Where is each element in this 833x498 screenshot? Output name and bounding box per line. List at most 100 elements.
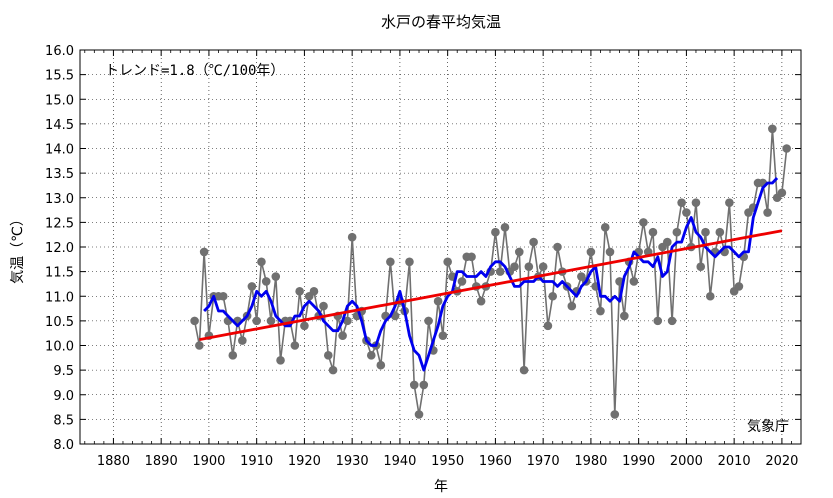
annual-point: [768, 124, 777, 134]
x-tick-label: 1900: [192, 454, 225, 469]
annual-point: [519, 365, 529, 375]
annual-point: [247, 282, 257, 291]
y-tick-label: 14.0: [45, 143, 74, 158]
annual-point: [663, 237, 672, 247]
annual-point: [218, 291, 228, 301]
annual-point: [323, 351, 333, 360]
y-tick-label: 11.5: [45, 266, 74, 281]
annual-point: [725, 198, 734, 207]
annual-point: [600, 223, 610, 232]
x-tick-label: 1990: [622, 454, 655, 469]
annual-point: [639, 218, 648, 227]
y-tick-label: 10.5: [45, 315, 74, 330]
moving-average-line: [203, 177, 779, 372]
annual-point: [419, 380, 429, 390]
y-tick-label: 11.0: [45, 290, 74, 305]
annual-point: [777, 188, 787, 198]
annual-point: [495, 267, 505, 276]
annual-point: [763, 208, 772, 217]
annual-point: [252, 316, 261, 326]
trend-line: [199, 229, 783, 341]
x-axis-label: 年: [434, 479, 448, 495]
annual-point: [319, 301, 328, 311]
annual-point: [610, 410, 620, 419]
x-tick-label: 2000: [670, 454, 703, 469]
annual-point: [190, 316, 199, 326]
annual-point: [467, 252, 476, 262]
x-tick-label: 1880: [97, 454, 130, 469]
annual-point: [691, 198, 701, 207]
annual-point: [653, 316, 663, 326]
annual-point: [543, 321, 553, 331]
credit-label: 気象庁: [747, 419, 789, 435]
x-tick-label: 1980: [574, 454, 607, 469]
y-tick-labels: 8.0 8.5 9.0 9.5 10.0 10.5 11.0 11.5 12.0 12.5 13.0…: [45, 44, 74, 453]
annual-point: [596, 306, 605, 316]
annual-point: [629, 277, 639, 286]
annual-point: [529, 237, 538, 247]
trend-label: トレンド=1.8（℃/100年）: [105, 63, 284, 79]
x-tick-label: 1930: [336, 454, 369, 469]
annual-point: [672, 227, 682, 237]
series-trend: [199, 229, 783, 341]
y-tick-label: 9.5: [53, 364, 74, 379]
annual-point: [548, 291, 558, 301]
annual-point: [347, 232, 357, 242]
annual-point: [667, 316, 677, 326]
annual-point: [295, 287, 304, 296]
annual-point: [261, 277, 271, 286]
y-tick-label: 8.5: [53, 413, 74, 428]
x-tick-label: 1970: [527, 454, 560, 469]
x-tick-label: 1950: [431, 454, 464, 469]
annual-point: [276, 355, 285, 365]
annual-point: [605, 247, 615, 257]
y-tick-label: 14.5: [45, 118, 74, 133]
y-axis-label: 気温（℃）: [10, 212, 26, 284]
annual-point: [696, 262, 706, 272]
annual-point: [300, 321, 309, 331]
annual-point: [414, 410, 424, 419]
annual-point: [682, 208, 691, 217]
annual-point: [376, 360, 386, 370]
y-tick-label: 13.5: [45, 167, 74, 182]
annual-point: [366, 351, 376, 360]
annual-point: [309, 287, 319, 296]
y-tick-label: 12.0: [45, 241, 74, 256]
annual-point: [620, 311, 629, 321]
x-tick-label: 1960: [479, 454, 512, 469]
series-moving-average: [203, 177, 779, 372]
annual-point: [405, 257, 414, 267]
annual-point: [195, 341, 204, 350]
annual-point: [438, 331, 448, 340]
annual-point: [705, 291, 715, 301]
annual-point: [500, 223, 510, 232]
y-tick-label: 10.0: [45, 340, 74, 355]
x-tick-labels: 1880 1890 1900 1910 1920 1930 1940 1950 1960 1970…: [97, 454, 799, 469]
annual-point: [701, 227, 710, 237]
annual-point: [476, 296, 486, 306]
annual-point: [734, 282, 744, 291]
annual-point: [290, 341, 300, 350]
y-tick-label: 16.0: [45, 44, 74, 59]
annual-point: [586, 247, 596, 257]
grid: [80, 49, 801, 445]
y-tick-label: 9.0: [53, 389, 74, 404]
y-tick-label: 13.0: [45, 192, 74, 207]
x-tick-label: 1940: [383, 454, 416, 469]
annual-point: [271, 272, 281, 281]
y-tick-label: 15.5: [45, 69, 74, 84]
annual-point: [338, 331, 347, 340]
annual-point: [199, 247, 209, 257]
annual-point: [343, 316, 352, 326]
annual-point: [433, 296, 443, 306]
annual-point: [228, 351, 238, 360]
annual-point: [715, 227, 725, 237]
annual-point: [491, 227, 500, 237]
annual-point: [386, 257, 395, 267]
x-tick-label: 1910: [240, 454, 273, 469]
annual-point: [457, 277, 467, 286]
annual-point: [257, 257, 266, 267]
annual-point: [328, 365, 338, 375]
x-tick-label: 1890: [145, 454, 178, 469]
